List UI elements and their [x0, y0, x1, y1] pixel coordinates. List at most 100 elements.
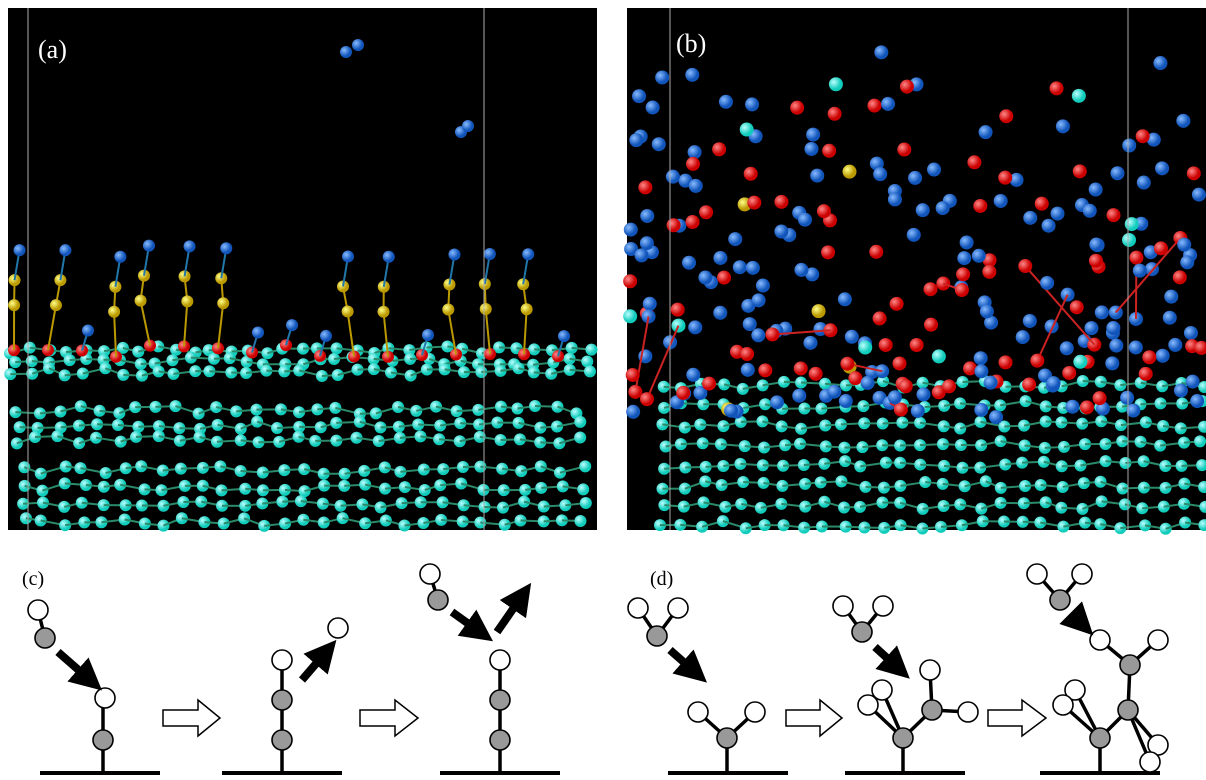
panel-label: (a)	[38, 35, 67, 64]
atom	[746, 261, 760, 275]
atom	[911, 404, 925, 418]
atom	[810, 169, 824, 183]
atom	[972, 249, 986, 263]
shape	[1140, 752, 1160, 772]
atom	[1122, 233, 1136, 247]
atom	[867, 99, 881, 113]
atom	[822, 144, 836, 158]
shape	[420, 564, 440, 584]
atom	[1163, 311, 1177, 325]
atom	[717, 271, 731, 285]
atom	[892, 356, 906, 370]
atom	[974, 364, 988, 378]
shape	[272, 730, 292, 750]
atom	[1062, 366, 1076, 380]
atom	[845, 330, 859, 344]
atom	[1190, 394, 1204, 408]
atom	[50, 299, 62, 311]
atom	[686, 215, 700, 229]
atom	[803, 336, 817, 350]
atom	[998, 355, 1012, 369]
atom	[770, 395, 784, 409]
shape	[1148, 630, 1168, 650]
atom	[879, 338, 893, 352]
atom	[973, 199, 987, 213]
atom	[994, 194, 1008, 208]
atom	[352, 39, 364, 51]
atom	[888, 192, 902, 206]
atom	[643, 297, 657, 311]
shape	[628, 598, 648, 618]
atom	[839, 394, 853, 408]
shape	[35, 628, 55, 648]
atom	[1035, 197, 1049, 211]
atom	[1177, 238, 1191, 252]
atom	[794, 361, 808, 375]
atom	[1056, 119, 1070, 133]
atom	[1136, 129, 1150, 143]
shape	[852, 622, 872, 642]
atom	[1023, 211, 1037, 225]
shape	[858, 695, 878, 715]
atom	[558, 330, 570, 342]
atom	[634, 248, 648, 262]
atom	[574, 515, 586, 527]
atom	[743, 317, 757, 331]
atom	[585, 344, 597, 356]
atom	[1194, 435, 1206, 447]
atom	[927, 163, 941, 177]
atom	[1066, 400, 1080, 414]
atom	[956, 267, 970, 281]
shape	[1050, 590, 1070, 610]
atom	[957, 251, 971, 265]
atom	[858, 341, 872, 355]
shape	[873, 596, 893, 616]
atom	[900, 80, 914, 94]
atom	[821, 245, 835, 259]
atom	[1106, 321, 1120, 335]
atom	[747, 196, 761, 210]
atom	[574, 416, 586, 428]
shape	[958, 702, 978, 722]
shape	[302, 652, 326, 680]
shape	[647, 626, 667, 646]
shape	[1090, 630, 1110, 650]
atom	[984, 376, 998, 390]
atom	[1070, 300, 1084, 314]
atom	[827, 385, 841, 399]
shape	[360, 700, 418, 736]
shape	[920, 660, 940, 680]
atom	[342, 305, 354, 317]
atom	[1089, 254, 1103, 268]
atom	[640, 209, 654, 223]
shape	[745, 702, 765, 722]
atom	[843, 165, 857, 179]
atom	[790, 101, 804, 115]
atom	[751, 328, 765, 342]
atom	[980, 304, 994, 318]
atom	[655, 70, 669, 84]
atom	[1089, 238, 1103, 252]
atom	[686, 157, 700, 171]
atom	[14, 244, 26, 256]
atom	[640, 392, 654, 406]
atom	[624, 223, 638, 237]
atom	[1139, 367, 1153, 381]
atom	[979, 125, 993, 139]
shape	[875, 647, 898, 668]
atom	[712, 142, 726, 156]
atom	[1142, 350, 1156, 364]
atom	[899, 379, 913, 393]
atom	[699, 205, 713, 219]
atom	[873, 167, 887, 181]
atom	[1186, 375, 1200, 389]
atom	[923, 282, 937, 296]
atom	[383, 251, 395, 263]
atom	[577, 483, 589, 495]
atom	[626, 368, 640, 382]
atom	[874, 45, 888, 59]
atom	[838, 292, 852, 306]
shape	[670, 650, 695, 672]
shape	[272, 650, 292, 670]
atom	[108, 306, 120, 318]
